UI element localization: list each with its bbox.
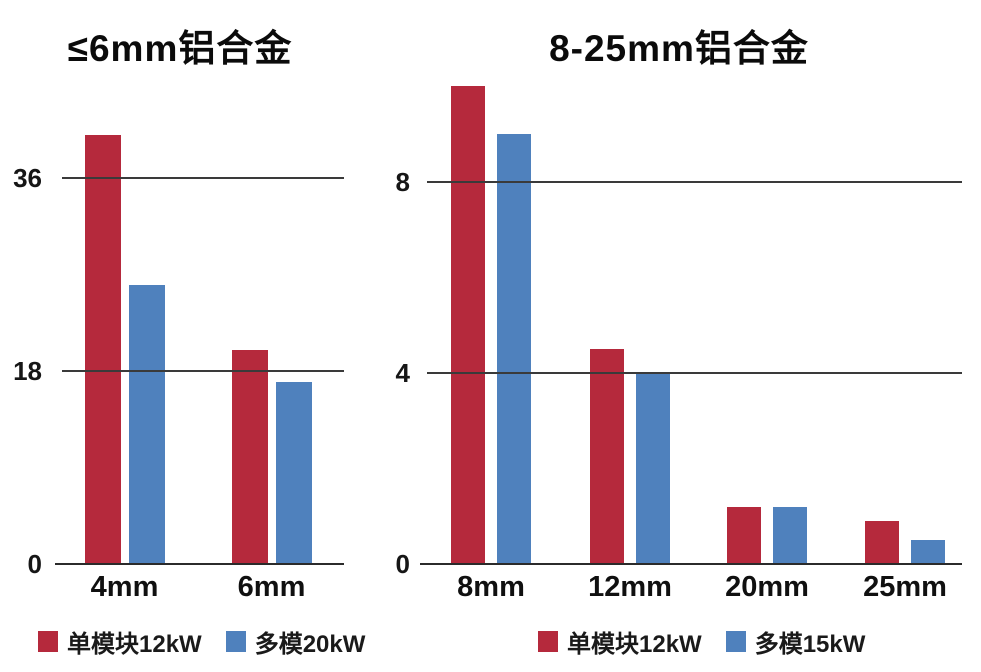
- legend-item-多模20kW: 多模20kW: [225, 624, 366, 659]
- bar-多模15kW-20mm: [773, 507, 807, 564]
- chart-title-right: 8-25mm铝合金: [549, 28, 809, 69]
- bar-单模块12kW-12mm: [590, 349, 624, 564]
- legend-swatch-单模块12kW: [538, 631, 558, 652]
- gridline-18: [62, 370, 344, 372]
- x-category-label-12mm: 12mm: [588, 571, 672, 603]
- legend-label-单模块12kW: 单模块12kW: [67, 631, 202, 658]
- y-tick-label-36: 36: [13, 163, 42, 193]
- gridline-36: [62, 177, 344, 179]
- bar-单模块12kW-20mm: [727, 507, 761, 564]
- y-tick-label-18: 18: [13, 356, 42, 386]
- legend-item-多模15kW: 多模15kW: [725, 624, 866, 659]
- legend-label-单模块12kW: 单模块12kW: [567, 631, 702, 658]
- x-category-label-8mm: 8mm: [457, 571, 525, 603]
- y-tick-label-0: 0: [395, 549, 410, 579]
- bar-多模15kW-8mm: [497, 134, 531, 564]
- y-tick-label-0: 0: [27, 549, 42, 579]
- legend-left: 单模块12kW 多模20kW: [38, 624, 365, 659]
- gridline-8: [427, 181, 962, 183]
- x-category-label-4mm: 4mm: [90, 571, 159, 603]
- bar-单模块12kW-6mm: [232, 350, 268, 564]
- x-category-label-20mm: 20mm: [725, 571, 809, 603]
- x-category-label-25mm: 25mm: [863, 571, 947, 603]
- legend-item-单模块12kW: 单模块12kW: [538, 624, 702, 659]
- bar-单模块12kW-25mm: [865, 521, 899, 564]
- gridline-4: [427, 372, 962, 374]
- legend-swatch-多模15kW: [725, 631, 746, 652]
- bar-单模块12kW-4mm: [85, 135, 121, 564]
- bar-多模20kW-6mm: [276, 382, 312, 564]
- x-axis-line: [420, 563, 962, 565]
- bar-多模15kW-25mm: [911, 540, 945, 564]
- bar-多模20kW-4mm: [129, 285, 165, 564]
- legend-label-多模20kW: 多模20kW: [254, 631, 366, 658]
- legend-label-多模15kW: 多模15kW: [754, 631, 866, 658]
- bar-单模块12kW-8mm: [451, 86, 485, 564]
- legend-swatch-多模20kW: [225, 631, 246, 652]
- y-tick-label-8: 8: [395, 167, 410, 197]
- bar-多模15kW-12mm: [636, 373, 670, 564]
- x-axis-line: [55, 563, 344, 565]
- legend-right: 单模块12kW 多模15kW: [538, 624, 865, 659]
- x-category-label-6mm: 6mm: [237, 571, 306, 603]
- legend-item-单模块12kW: 单模块12kW: [38, 624, 202, 659]
- y-tick-label-4: 4: [395, 358, 410, 388]
- legend-swatch-单模块12kW: [38, 631, 58, 652]
- chart-title-left: ≤6mm铝合金: [67, 28, 293, 69]
